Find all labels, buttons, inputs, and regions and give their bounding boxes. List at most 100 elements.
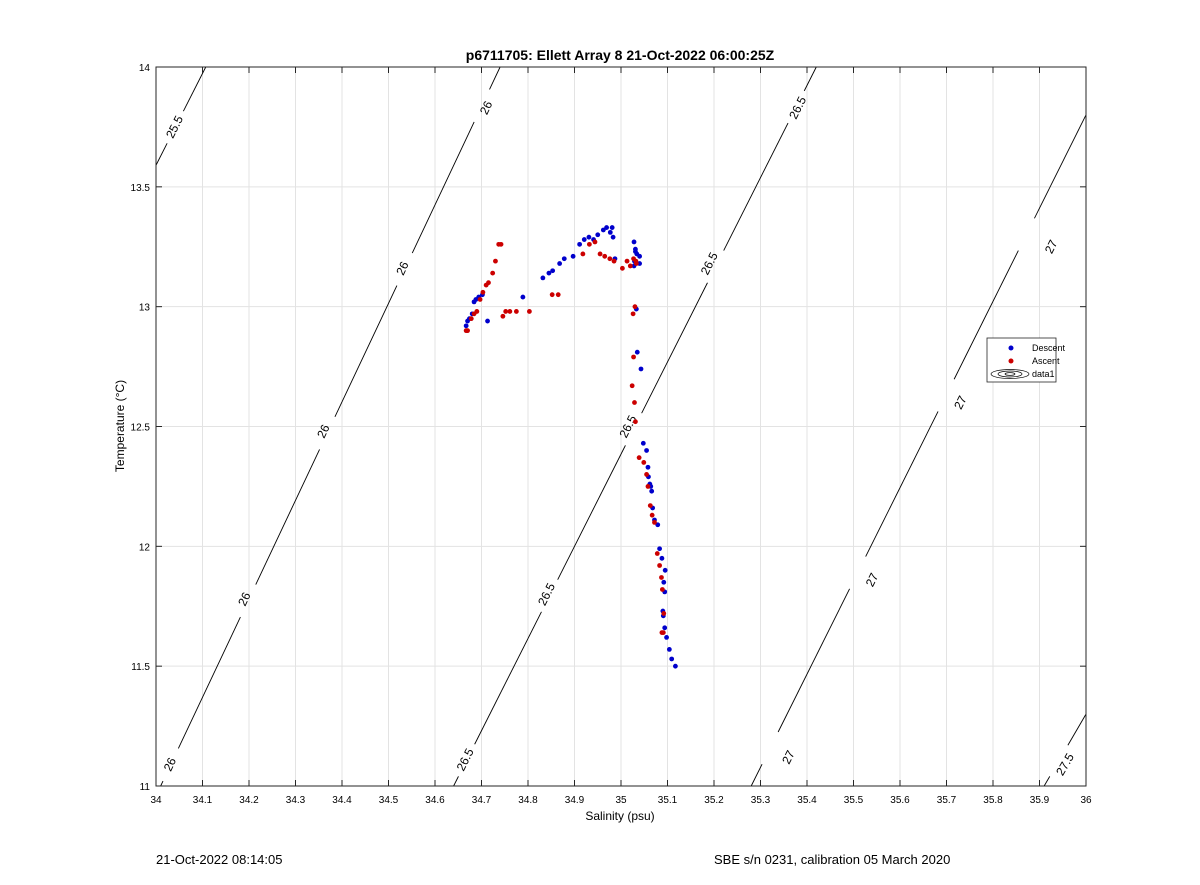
- ascent-point: [631, 354, 636, 360]
- contour-label: 26.5: [454, 746, 477, 773]
- contour-label: 26.5: [698, 250, 721, 277]
- x-tick-label: 35.8: [983, 795, 1003, 806]
- ascent-point: [630, 311, 636, 317]
- legend-descent-label: Descent: [1032, 343, 1066, 353]
- ascent-point: [657, 563, 662, 568]
- descent-point: [550, 268, 556, 274]
- contour-line-segment: [777, 588, 850, 733]
- ascent-point: [496, 241, 502, 247]
- x-tick-label: 34.7: [472, 795, 492, 806]
- descent-point: [607, 229, 613, 235]
- y-tick-label: 12: [139, 542, 151, 553]
- contour-line-segment: [865, 411, 939, 557]
- legend-contour-icon: [990, 369, 1030, 379]
- contour-label: 27: [1042, 237, 1061, 255]
- descent-point: [645, 464, 651, 470]
- contour-line-segment: [641, 282, 708, 414]
- descent-point: [471, 299, 477, 305]
- x-tick-label: 34: [150, 795, 162, 806]
- ascent-point: [632, 400, 637, 405]
- contour-line-segment: [255, 449, 320, 585]
- x-tick-label: 35.1: [658, 795, 678, 806]
- descent-point: [485, 318, 490, 324]
- contour-line-segment: [334, 285, 398, 418]
- x-tick-label: 34.9: [565, 795, 585, 806]
- legend: Descent Ascent data1: [986, 337, 1066, 383]
- contour-line-segment: [803, 66, 817, 92]
- y-tick-label: 13.5: [131, 183, 151, 194]
- ascent-point: [661, 611, 667, 616]
- ascent-point: [580, 251, 586, 257]
- x-tick-label: 35.9: [1030, 795, 1050, 806]
- descent-point: [540, 275, 546, 281]
- descent-point: [669, 656, 675, 662]
- contour-line-segment: [453, 776, 459, 787]
- contour-label: 27: [951, 393, 970, 411]
- y-tick-label: 11: [140, 782, 151, 793]
- x-tick-label: 34.4: [332, 795, 352, 806]
- descent-point: [673, 663, 678, 669]
- descent-point: [463, 323, 469, 329]
- ascent-point: [493, 258, 498, 264]
- ascent-point: [652, 519, 657, 525]
- ascent-point: [659, 575, 664, 580]
- descent-point: [609, 225, 615, 230]
- contour-line-segment: [160, 780, 164, 787]
- x-tick-label: 35.2: [704, 795, 724, 806]
- descent-point: [657, 546, 662, 552]
- data-points: [463, 225, 678, 669]
- ascent-point: [619, 265, 625, 271]
- descent-point: [649, 488, 655, 494]
- ascent-point: [526, 309, 532, 314]
- descent-point: [610, 234, 616, 240]
- ascent-point: [597, 251, 603, 257]
- ascent-point: [602, 253, 608, 259]
- contour-label: 27: [863, 571, 882, 589]
- x-tick-label: 35.4: [797, 795, 817, 806]
- contour-line-segment: [723, 122, 789, 251]
- ascent-point: [592, 239, 598, 245]
- ascent-point: [463, 328, 469, 334]
- contour-line-segment: [474, 611, 542, 745]
- x-tick-label: 34.3: [286, 795, 306, 806]
- ascent-point: [647, 503, 653, 508]
- descent-point: [666, 646, 672, 652]
- x-tick-label: 35.5: [844, 795, 864, 806]
- contour-line-segment: [1043, 776, 1051, 787]
- y-tick-label: 14: [139, 63, 151, 74]
- ascent-point: [636, 455, 642, 461]
- ascent-point: [549, 292, 555, 298]
- descent-point: [520, 294, 526, 300]
- ascent-point: [480, 289, 486, 295]
- contour-label: 26.5: [786, 94, 809, 121]
- contour-label: 25.5: [163, 113, 186, 140]
- legend-data1-label: data1: [1032, 369, 1055, 379]
- descent-point: [581, 237, 587, 242]
- contour-label: 26: [477, 98, 495, 116]
- descent-point: [664, 635, 669, 640]
- x-tick-label: 35.3: [751, 795, 771, 806]
- descent-point: [662, 567, 668, 573]
- x-axis-label: Salinity (psu): [585, 809, 654, 823]
- descent-point: [659, 555, 665, 561]
- contour-label: 26.5: [535, 580, 558, 607]
- descent-point: [577, 241, 583, 247]
- descent-point: [633, 249, 638, 254]
- contour-label: 26: [314, 422, 332, 440]
- ascent-point: [513, 309, 519, 314]
- contour-line-segment: [489, 66, 501, 90]
- ascent-point: [477, 297, 483, 302]
- contour-line-segment: [155, 143, 168, 166]
- legend-descent-marker: [1008, 345, 1014, 351]
- ascent-point: [503, 309, 509, 314]
- contour-label: 26: [235, 590, 253, 608]
- contour-line-segment: [557, 445, 626, 580]
- ascent-point: [507, 309, 513, 314]
- descent-point: [570, 253, 576, 259]
- descent-point: [600, 227, 606, 233]
- descent-point: [634, 349, 640, 355]
- contour-line-segment: [953, 250, 1019, 380]
- x-tick-label: 34.1: [193, 795, 213, 806]
- descent-point: [561, 256, 567, 262]
